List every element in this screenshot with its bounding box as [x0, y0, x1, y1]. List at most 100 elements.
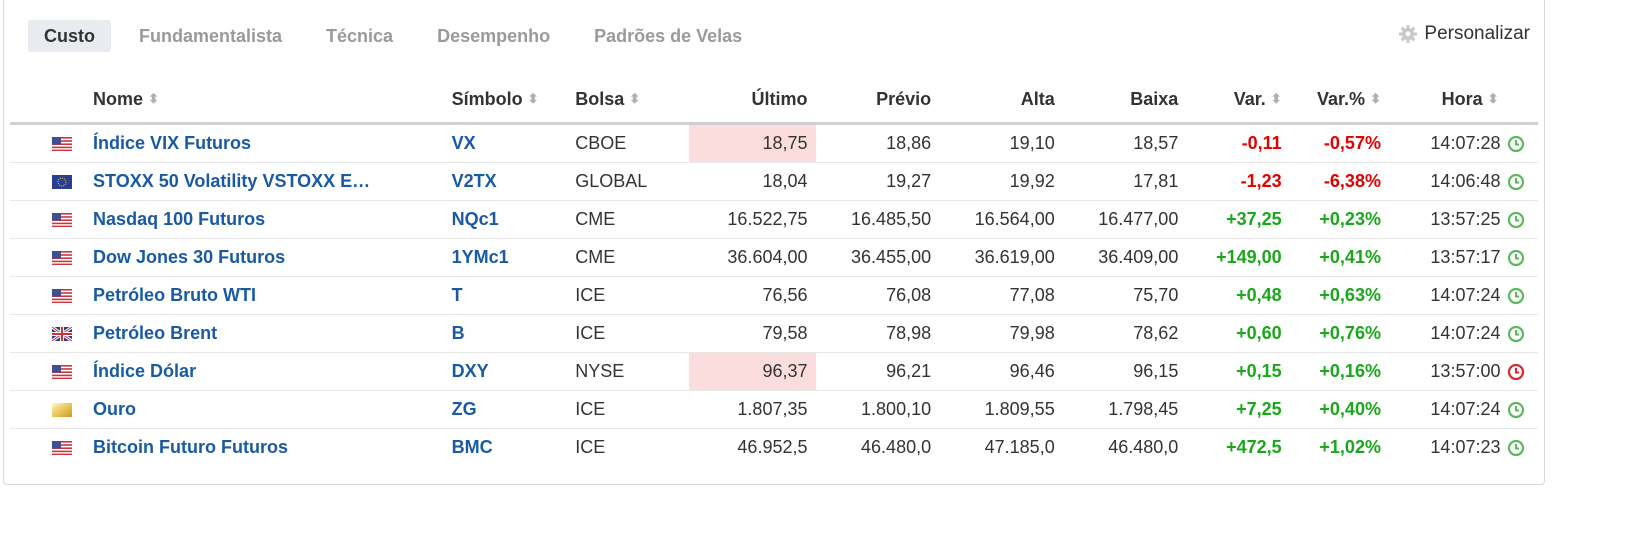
high-cell: 16.564,00	[939, 200, 1063, 239]
change-cell: +149,00	[1186, 238, 1290, 277]
flag-cell	[10, 238, 92, 277]
symbol-link[interactable]: V2TX	[443, 162, 568, 201]
instrument-name-link[interactable]: Bitcoin Futuro Futuros	[93, 437, 289, 457]
column-header-name[interactable]: Nome ⬍	[91, 76, 444, 125]
table-row[interactable]: Índice Dólar DXY NYSE 96,37 96,21 96,46 96,15 +…	[10, 352, 1538, 391]
table-row[interactable]: Nasdaq 100 Futuros NQc1 CME 16.522,75 16.485…	[10, 200, 1538, 239]
column-header-exchange[interactable]: Bolsa ⬍	[567, 76, 689, 125]
column-header-prev[interactable]: Prévio	[815, 76, 940, 125]
column-header-symbol[interactable]: Símbolo ⬍	[443, 76, 568, 125]
last-price-cell: 1.807,35	[688, 390, 816, 429]
sort-icon: ⬍	[1270, 90, 1282, 106]
symbol-link[interactable]: ZG	[443, 390, 568, 429]
table-row[interactable]: Dow Jones 30 Futuros 1YMc1 CME 36.604,00 36.…	[10, 238, 1538, 277]
column-header-high[interactable]: Alta	[939, 76, 1063, 125]
flag-cell	[10, 276, 92, 315]
instrument-name-link[interactable]: Nasdaq 100 Futuros	[91, 200, 444, 239]
symbol-link[interactable]: VX	[443, 123, 568, 163]
market-status-cell	[1506, 123, 1538, 163]
last-price-cell: 18,75	[688, 123, 816, 163]
table-row[interactable]: Índice VIX Futuros VX CBOE 18,75 18,86 19,10 1…	[10, 123, 1538, 163]
change-percent-cell: -6,38%	[1289, 162, 1389, 201]
column-header-low[interactable]: Baixa	[1062, 76, 1187, 125]
column-header-label: Prévio	[876, 88, 932, 109]
previous-close-cell: 36.455,00	[815, 238, 940, 277]
time-cell: 13:57:25	[1388, 200, 1507, 239]
tab-padroes-de-velas[interactable]: Padrões de Velas	[594, 26, 743, 46]
instrument-name-link[interactable]: Índice VIX Futuros	[91, 123, 444, 163]
time-cell: 14:07:24	[1388, 314, 1507, 353]
high-cell: 77,08	[939, 276, 1063, 315]
us-flag-icon	[52, 209, 72, 229]
change-cell: -0,11	[1186, 123, 1290, 163]
table-row[interactable]: Ouro ZG ICE 1.807,35 1.800,10 1.809,55 1.798,4…	[10, 390, 1538, 429]
low-cell: 78,62	[1062, 314, 1187, 353]
column-header-change[interactable]: Var. ⬍	[1186, 76, 1290, 125]
column-header-label: Último	[751, 88, 808, 109]
low-cell: 16.477,00	[1062, 200, 1187, 239]
table-body: Índice VIX Futuros VX CBOE 18,75 18,86 19,10 1…	[10, 123, 1538, 467]
table-row[interactable]: STOXX 50 Volatility VSTOXX E… V2TX GLOBAL 1…	[10, 162, 1538, 201]
eu-flag-icon	[52, 171, 72, 191]
exchange-cell: NYSE	[567, 352, 689, 391]
high-cell: 36.619,00	[939, 238, 1063, 277]
previous-close-cell: 78,98	[815, 314, 940, 353]
symbol-link[interactable]: BMC	[451, 437, 493, 457]
instrument-name-link[interactable]: Ouro	[91, 390, 444, 429]
last-price-cell: 36.604,00	[688, 238, 816, 277]
market-status-cell	[1506, 390, 1538, 429]
exchange-cell: ICE	[567, 276, 689, 315]
previous-close-cell: 16.485,50	[815, 200, 940, 239]
previous-close-cell: 46.480,0	[861, 437, 932, 457]
change-cell: +0,60	[1186, 314, 1290, 353]
uk-flag-icon	[52, 323, 72, 343]
low-cell: 75,70	[1062, 276, 1187, 315]
column-header-change-pct[interactable]: Var.% ⬍	[1289, 76, 1389, 125]
tab-custo[interactable]: Custo	[28, 20, 111, 52]
time-cell: 14:07:28	[1388, 123, 1507, 163]
table-row[interactable]: Bitcoin Futuro Futuros BMC ICE 46.952,5 46.4…	[10, 429, 1538, 467]
status-column-header	[1506, 76, 1538, 125]
last-price-cell: 96,37	[688, 352, 816, 391]
column-header-label: Bolsa	[575, 88, 625, 109]
tab-tecnica[interactable]: Técnica	[326, 26, 394, 46]
table-header-row: Nome ⬍ Símbolo ⬍ Bolsa ⬍ Último Prévio Alta…	[10, 76, 1538, 125]
instrument-name-link[interactable]: STOXX 50 Volatility VSTOXX E…	[91, 162, 444, 201]
personalize-button[interactable]: Personalizar	[1398, 23, 1530, 45]
tab-desempenho[interactable]: Desempenho	[437, 26, 551, 46]
last-price-cell: 46.952,5	[737, 437, 808, 457]
high-cell: 47.185,0	[984, 437, 1055, 457]
symbol-link[interactable]: 1YMc1	[443, 238, 568, 277]
instrument-name-link[interactable]: Índice Dólar	[91, 352, 444, 391]
low-cell: 1.798,45	[1062, 390, 1187, 429]
tab-fundamentalista[interactable]: Fundamentalista	[139, 26, 283, 46]
previous-close-cell: 19,27	[815, 162, 940, 201]
previous-close-cell: 76,08	[815, 276, 940, 315]
column-header-label: Var.	[1233, 88, 1266, 109]
change-percent-cell: +0,40%	[1289, 390, 1389, 429]
low-cell: 36.409,00	[1062, 238, 1187, 277]
change-cell: -1,23	[1186, 162, 1290, 201]
column-header-label: Hora	[1441, 88, 1483, 109]
last-price-cell: 18,04	[688, 162, 816, 201]
symbol-link[interactable]: NQc1	[443, 200, 568, 239]
change-percent-cell: +0,16%	[1289, 352, 1389, 391]
symbol-link[interactable]: T	[443, 276, 568, 315]
instrument-name-link[interactable]: Petróleo Brent	[91, 314, 444, 353]
symbol-link[interactable]: B	[443, 314, 568, 353]
symbol-link[interactable]: DXY	[443, 352, 568, 391]
column-header-time[interactable]: Hora ⬍	[1388, 76, 1507, 125]
last-price-cell: 79,58	[688, 314, 816, 353]
sort-icon: ⬍	[527, 90, 539, 106]
column-header-label: Nome	[93, 88, 144, 109]
flag-cell	[10, 200, 92, 239]
table-row[interactable]: Petróleo Brent B ICE 79,58 78,98 79,98 78,62 +0…	[10, 314, 1538, 353]
high-cell: 19,92	[939, 162, 1063, 201]
column-header-last[interactable]: Último	[688, 76, 816, 125]
instrument-name-link[interactable]: Dow Jones 30 Futuros	[91, 238, 444, 277]
table-row[interactable]: Petróleo Bruto WTI T ICE 76,56 76,08 77,08 75,…	[10, 276, 1538, 315]
time-cell: 14:07:24	[1388, 276, 1507, 315]
instrument-name-link[interactable]: Petróleo Bruto WTI	[91, 276, 444, 315]
clock-icon	[1507, 285, 1525, 305]
previous-close-cell: 1.800,10	[815, 390, 940, 429]
